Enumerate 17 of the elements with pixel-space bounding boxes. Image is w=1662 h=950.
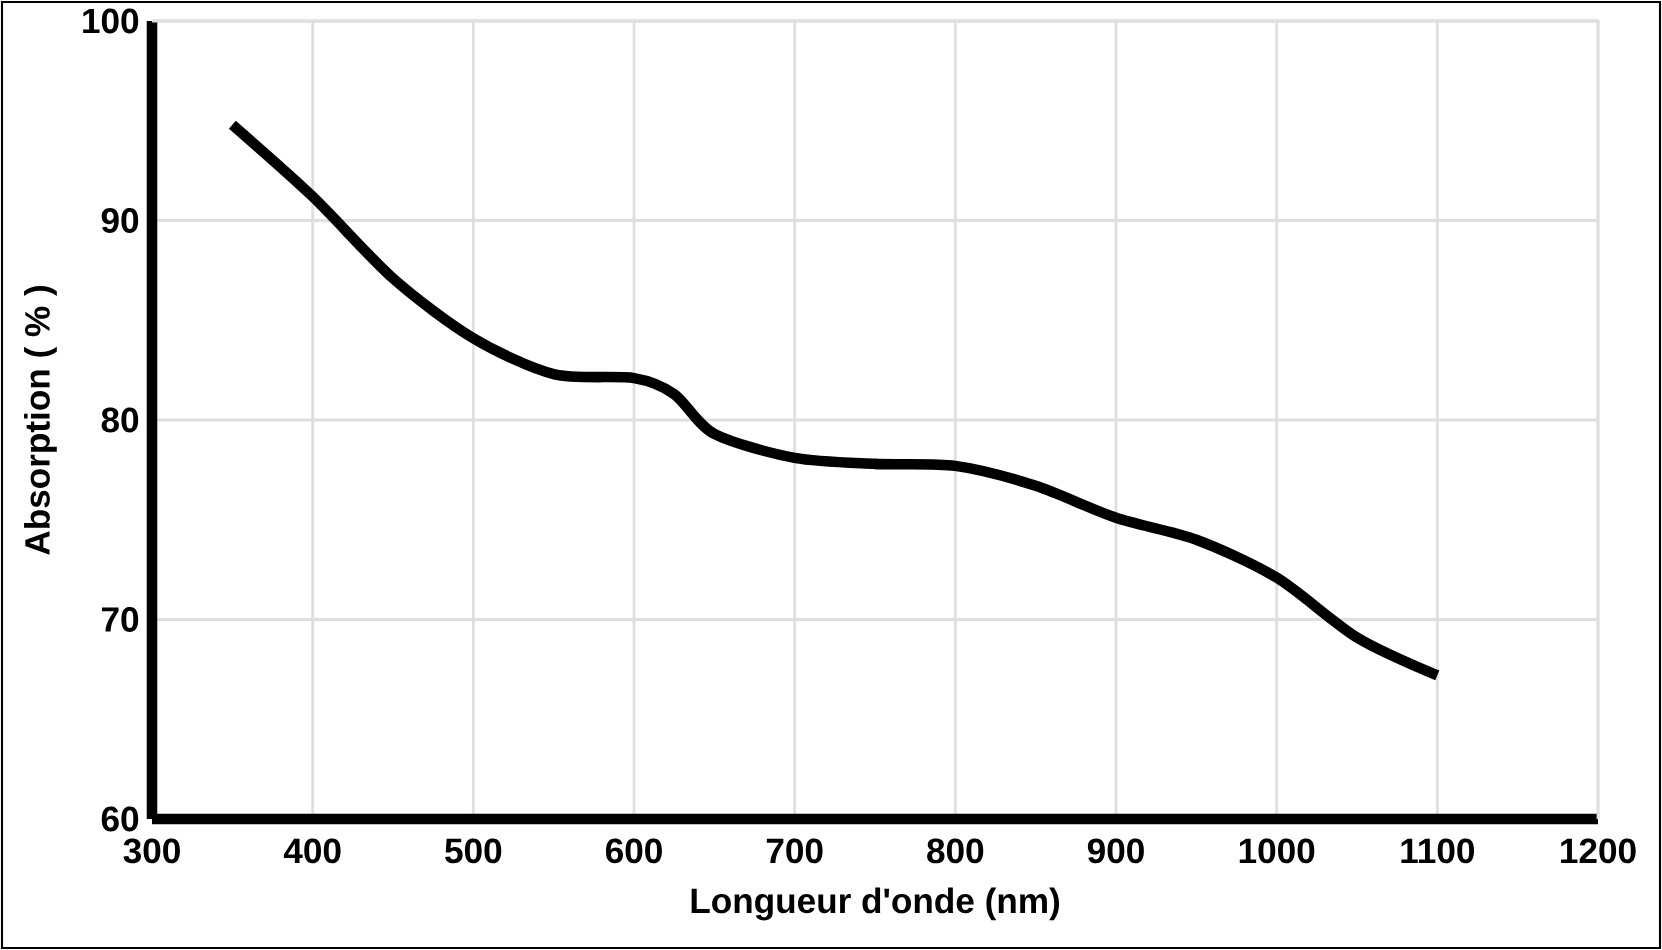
x-tick-label: 1100 <box>1401 838 1475 864</box>
x-tick-label: 800 <box>927 838 984 864</box>
x-tick-label: 300 <box>123 838 180 864</box>
y-tick-label: 70 <box>101 607 139 632</box>
x-tick-label: 1000 <box>1239 838 1315 864</box>
x-tick-label: 1200 <box>1561 838 1636 864</box>
x-tick-label: 900 <box>1087 838 1144 864</box>
x-tick-label: 600 <box>605 838 662 864</box>
y-tick-label: 80 <box>101 407 139 433</box>
x-tick-label: 700 <box>766 838 823 864</box>
x-tick-label: 400 <box>283 838 341 864</box>
x-axis-title: Longueur d'onde (nm) <box>691 887 1060 921</box>
y-tick-label: 100 <box>83 8 139 34</box>
y-tick-label: 60 <box>101 806 139 832</box>
x-tick-label: 500 <box>445 838 502 864</box>
y-axis-title: Absorption ( % ) <box>24 286 57 555</box>
y-tick-label: 90 <box>101 208 139 233</box>
